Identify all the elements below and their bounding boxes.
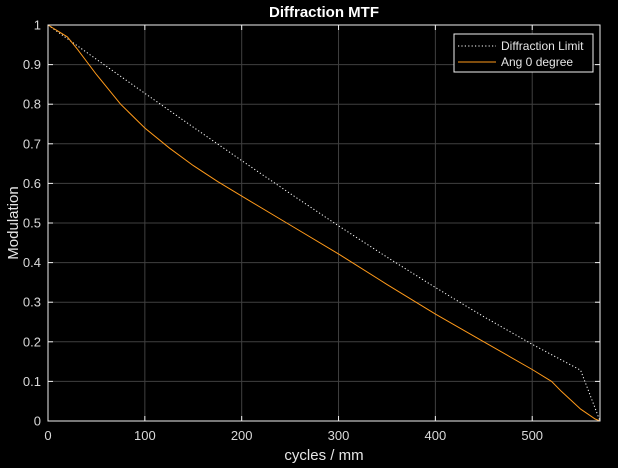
legend-box [453,33,594,73]
legend: Diffraction Limit Ang 0 degree [453,33,594,73]
legend-label-diffraction-limit: Diffraction Limit [501,39,584,53]
x-tick-label: 100 [134,428,156,443]
y-tick-label: 0.4 [23,255,41,270]
x-tick-label: 200 [231,428,253,443]
chart-title: Diffraction MTF [269,4,379,21]
y-tick-label: 0.8 [23,97,41,112]
x-axis-label: cycles / mm [284,447,363,464]
x-tick-label: 400 [425,428,447,443]
y-tick-label: 0.6 [23,176,41,191]
grid-layer [48,25,600,421]
series-layer [47,24,601,422]
tick-layer: 0 100 200 300 400 500 0 0.1 0.2 0.3 0.4 0.5 0.6 0.7 0.… [23,18,600,443]
y-tick-label: 0.2 [23,334,41,349]
y-tick-label: 1 [34,18,41,33]
y-tick-label: 0.7 [23,136,41,151]
x-tick-label: 300 [328,428,350,443]
y-tick-label: 0.5 [23,216,41,231]
y-tick-label: 0 [34,414,41,429]
legend-label-ang-0-degree: Ang 0 degree [501,55,573,69]
x-tick-label: 0 [44,428,51,443]
series-line-ang-0-degree [47,24,601,422]
x-tick-label: 500 [521,428,543,443]
y-tick-label: 0.3 [23,295,41,310]
y-axis-label: Modulation [5,186,22,259]
y-tick-label: 0.9 [23,57,41,72]
y-tick-label: 0.1 [23,374,41,389]
